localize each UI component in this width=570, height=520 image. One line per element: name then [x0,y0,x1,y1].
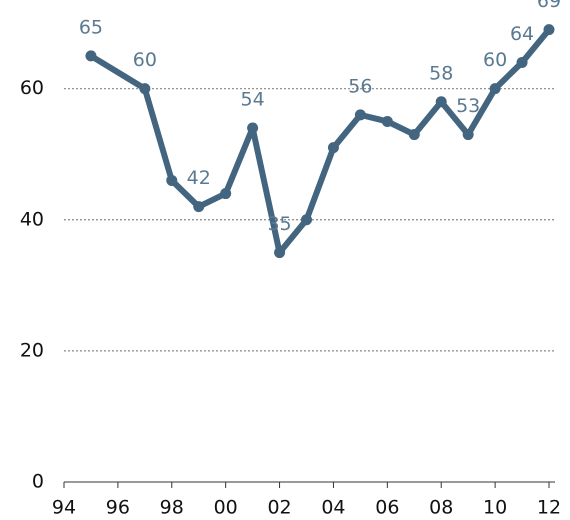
point [327,142,339,154]
x-tick-label: 10 [483,497,507,519]
point [408,129,420,141]
point [381,115,393,127]
point [489,83,501,95]
point [274,247,286,259]
y-tick-label: 0 [32,471,44,493]
point [166,174,178,186]
line [89,27,552,256]
point [247,122,259,134]
point [462,129,474,141]
y-tick-label: 60 [20,77,44,99]
point [435,96,447,108]
value-label: 60 [483,49,507,71]
x-tick-label: 06 [375,497,399,519]
value-label: 60 [133,49,157,71]
point [543,24,555,36]
value-label: 35 [267,213,291,235]
x-tick-label: 04 [321,497,345,519]
point [85,50,97,62]
x-tick-label: 00 [214,497,238,519]
x-tick-label: 08 [429,497,453,519]
point [193,201,205,213]
x-tick-label: 98 [160,497,184,519]
point [354,109,366,121]
value-label: 54 [241,89,265,111]
point [516,56,528,68]
x-tick-label: 02 [267,497,291,519]
x-tick-label: 96 [106,497,130,519]
point [220,188,232,200]
value-label: 42 [187,167,211,189]
point [139,83,151,95]
value-label: 56 [348,75,372,97]
value-label: 65 [79,16,103,38]
value-label: 69 [537,0,561,12]
value-label: 53 [456,95,480,117]
y-tick-label: 20 [20,339,44,361]
x-tick-label: 12 [537,497,561,519]
y-tick-label: 40 [20,208,44,230]
value-label: 64 [510,23,534,45]
point [301,214,312,226]
value-label: 58 [429,62,453,84]
x-tick-label: 94 [52,497,76,519]
